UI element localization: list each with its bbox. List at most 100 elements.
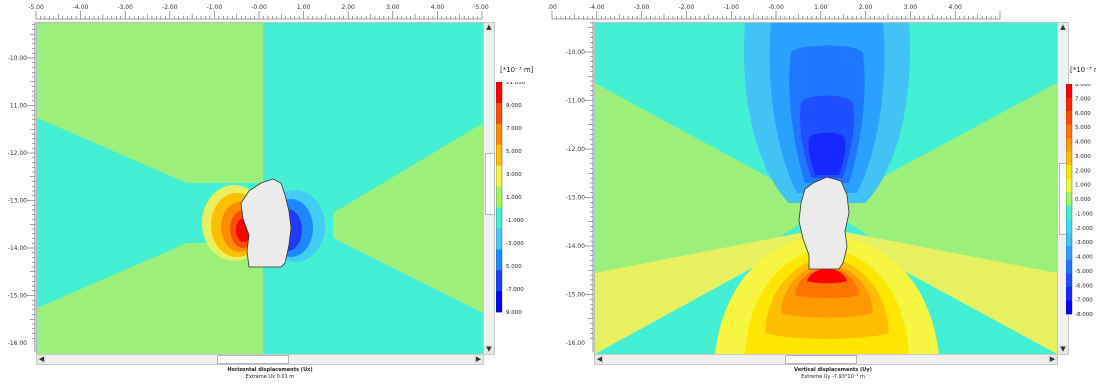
scroll-thumb[interactable]	[485, 153, 495, 215]
legend-label: 1.000	[506, 195, 522, 201]
scroll-up-icon[interactable]: ▲	[1058, 23, 1068, 32]
legend-swatch	[1066, 151, 1072, 166]
x-tick-label: 3.00	[386, 4, 400, 11]
x-tick-label: 3.00	[904, 4, 918, 11]
legend-swatch	[1066, 138, 1072, 152]
legend-swatch	[1066, 124, 1072, 139]
scroll-down-icon[interactable]: ▼	[1058, 345, 1068, 354]
legend-swatch	[1066, 97, 1072, 112]
y-tick-label: -10.00	[8, 55, 28, 62]
ux-legend: 11.000 9.000 7.000 5.000 3.000 1.000 -1.000 -3.…	[496, 82, 526, 316]
legend-swatch	[1066, 178, 1072, 193]
y-tick-label: -14.00	[8, 245, 28, 252]
legend-swatch	[1066, 246, 1072, 261]
legend-label: 6.000	[1075, 111, 1091, 117]
legend-label: -2.000	[1075, 226, 1093, 232]
x-tick-label: .00	[548, 4, 557, 11]
legend-label: 5.000	[506, 149, 522, 155]
legend-swatch	[496, 249, 502, 271]
legend-label: -4.000	[1075, 255, 1093, 261]
x-tick-label: -0.00	[768, 4, 784, 11]
legend-swatch	[496, 165, 502, 187]
y-ruler: -10.00 -11.00 -12.00 -13.00 -14.00 -15.00 -16.…	[566, 22, 594, 352]
scroll-thumb[interactable]	[217, 355, 289, 364]
x-tick-label: 1.00	[297, 4, 311, 11]
legend-label: -7.000	[506, 287, 524, 293]
ux-contour-plot[interactable]	[36, 22, 484, 355]
contour-band	[808, 132, 846, 175]
legend-label: 7.000	[506, 126, 522, 132]
scroll-right-icon[interactable]: ▶	[474, 355, 483, 364]
y-tick-label: -16.00	[566, 340, 586, 347]
y-tick-label: -13.00	[8, 198, 28, 205]
legend-label: -1.000	[506, 218, 524, 224]
legend-label: 3.000	[1075, 154, 1091, 160]
uy-horizontal-scrollbar[interactable]: ◀ ▶	[594, 354, 1058, 365]
legend-swatch	[1066, 192, 1072, 207]
y-tick-label: -15.00	[8, 293, 28, 300]
scroll-right-icon[interactable]: ▶	[1048, 355, 1057, 364]
legend-frame	[496, 82, 503, 313]
x-tick-label: -0.00	[251, 4, 267, 11]
legend-label: 3.000	[506, 172, 522, 178]
legend-label: -1.000	[1075, 211, 1093, 217]
scroll-thumb[interactable]	[785, 355, 857, 364]
chart-title: Horizontal displacements (Ux)	[227, 367, 313, 373]
legend-swatch	[496, 270, 502, 292]
legend-swatch	[1066, 219, 1072, 234]
contour-band	[37, 243, 263, 354]
legend-swatch	[1066, 165, 1072, 180]
ux-horizontal-scrollbar[interactable]: ◀ ▶	[36, 354, 484, 365]
ux-panel: -5.00 -4.00 -3.00 -2.00 -1.00 -0.00 1.00 2.00 3.…	[0, 0, 540, 385]
x-tick-label: 4.00	[949, 4, 963, 11]
legend-label: -6.000	[1075, 283, 1093, 289]
legend-frame	[1066, 84, 1073, 315]
legend-swatch	[496, 291, 502, 313]
y-tick-label: -16.00	[8, 340, 28, 347]
x-ruler: -5.00 -4.00 -3.00 -2.00 -1.00 -0.00 1.00 2.00 3.…	[28, 4, 489, 20]
legend-label: 7.000	[1075, 96, 1091, 102]
legend-label: -8.000	[1075, 312, 1093, 318]
ux-contour-svg	[37, 23, 483, 354]
legend-label: 8.000	[1075, 84, 1091, 88]
legend-label: -5.000	[1075, 269, 1093, 275]
legend-label: 11.000	[506, 82, 526, 86]
scroll-down-icon[interactable]: ▼	[484, 345, 494, 354]
extreme-value: Extreme Ux 0.01 m	[245, 374, 295, 380]
legend-label: 1.000	[1075, 183, 1091, 189]
x-tick-label: -2.00	[679, 4, 695, 11]
scroll-left-icon[interactable]: ◀	[595, 355, 604, 364]
legend-swatch	[1066, 273, 1072, 288]
y-tick-label: -12.00	[8, 150, 28, 157]
legend-swatch	[1066, 205, 1072, 220]
legend-swatch	[496, 186, 502, 208]
x-tick-label: -5.00	[28, 4, 44, 11]
legend-swatch	[1066, 259, 1072, 274]
legend-label: 0.000	[1075, 197, 1091, 203]
y-tick-label: -15.00	[566, 292, 586, 299]
contour-band	[807, 269, 847, 284]
scroll-left-icon[interactable]: ◀	[37, 355, 46, 364]
legend-swatch	[496, 102, 502, 125]
uy-caption: Vertical displacements (Uy) Extreme Uy -…	[758, 367, 908, 380]
legend-label: 5.000	[1075, 125, 1091, 131]
scroll-up-icon[interactable]: ▲	[484, 23, 494, 32]
y-tick-label: -13.00	[566, 195, 586, 202]
x-tick-label: 1.00	[814, 4, 828, 11]
x-tick-label: 2.00	[342, 4, 356, 11]
excavation-outline	[240, 178, 292, 268]
x-tick-label: -2.00	[162, 4, 178, 11]
y-tick-label: -10.00	[566, 49, 586, 56]
contour-band	[37, 118, 187, 308]
uy-panel: .00 -4.00 -3.00 -2.00 -1.00 -0.00 1.00 2.00 3.00…	[548, 0, 1096, 385]
legend-unit: [*10⁻³ m]	[1070, 66, 1096, 74]
legend-swatch	[1066, 300, 1072, 315]
legend-swatch	[496, 207, 502, 229]
uy-contour-plot[interactable]	[594, 22, 1058, 355]
legend-label: 4.000	[1075, 140, 1091, 146]
x-tick-label: -4.00	[73, 4, 89, 11]
ux-vertical-scrollbar[interactable]: ▲ ▼	[483, 22, 495, 355]
x-tick-label: -1.00	[207, 4, 223, 11]
legend-swatch	[496, 123, 502, 146]
contour-band	[37, 23, 263, 183]
